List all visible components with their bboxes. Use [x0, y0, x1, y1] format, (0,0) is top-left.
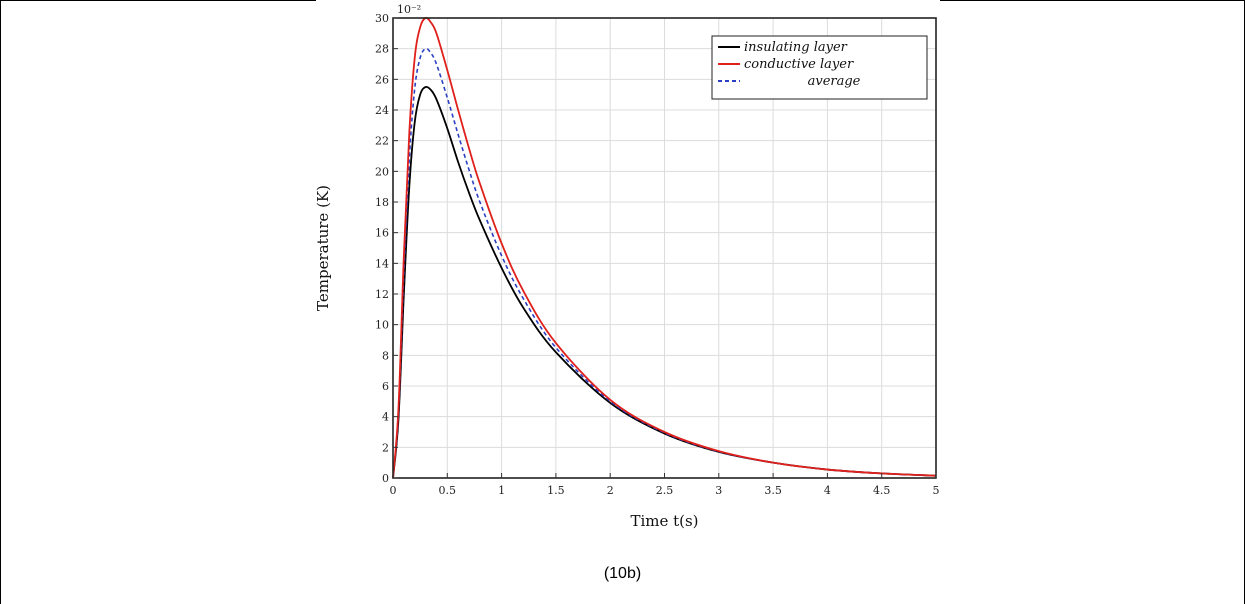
y-tick-label: 2 — [382, 441, 389, 454]
x-tick-label: 4 — [824, 484, 831, 497]
x-tick-label: 3.5 — [764, 484, 782, 497]
frame-left-rule — [0, 0, 1, 604]
y-tick-label: 6 — [382, 380, 389, 393]
y-tick-label: 22 — [375, 135, 389, 148]
legend-label: insulating layer — [744, 40, 848, 55]
series-line-conductive-layer — [392, 16, 937, 479]
series-group — [392, 16, 937, 479]
x-tick-label: 5 — [933, 484, 940, 497]
y-tick-label: 28 — [375, 43, 389, 56]
legend: insulating layer conductive layer average — [711, 35, 928, 100]
legend-label: conductive layer — [744, 57, 854, 72]
y-tick-label: 26 — [375, 73, 389, 86]
y-tick-label: 20 — [375, 165, 389, 178]
x-tick-label: 2 — [607, 484, 614, 497]
x-tick-label: 4.5 — [873, 484, 891, 497]
y-tick-label: 10 — [375, 319, 389, 332]
y-exponent-label: 10⁻² — [397, 3, 421, 16]
x-tick-label: 1 — [498, 484, 505, 497]
x-axis-title: Time t(s) — [630, 512, 698, 530]
x-tick-label: 1.5 — [547, 484, 565, 497]
frame-top-rule-right — [940, 0, 1245, 1]
x-tick-label: 3 — [715, 484, 722, 497]
y-tick-label: 8 — [382, 349, 389, 362]
frame-top-rule-left — [0, 0, 316, 1]
y-tick-label: 30 — [375, 12, 389, 25]
y-axis-title: Temperature (K) — [314, 185, 332, 311]
x-tick-label: 0.5 — [439, 484, 457, 497]
x-tick-label: 0 — [390, 484, 397, 497]
y-tick-label: 0 — [382, 472, 389, 485]
series-line-average — [392, 47, 937, 479]
legend-box — [711, 35, 928, 100]
y-tick-label: 12 — [375, 288, 389, 301]
figure-caption: (10b) — [603, 565, 642, 582]
legend-label: average — [808, 74, 861, 89]
y-tick-label: 14 — [375, 257, 389, 270]
x-tick-label: 2.5 — [656, 484, 674, 497]
y-tick-label: 4 — [382, 411, 389, 424]
y-tick-label: 24 — [375, 104, 389, 117]
y-tick-label: 18 — [375, 196, 389, 209]
y-tick-label: 16 — [375, 227, 389, 240]
ticks: 0 0.5 1 1.5 2 2.5 3 3.5 4 4.5 50246810121416182022… — [375, 12, 940, 497]
